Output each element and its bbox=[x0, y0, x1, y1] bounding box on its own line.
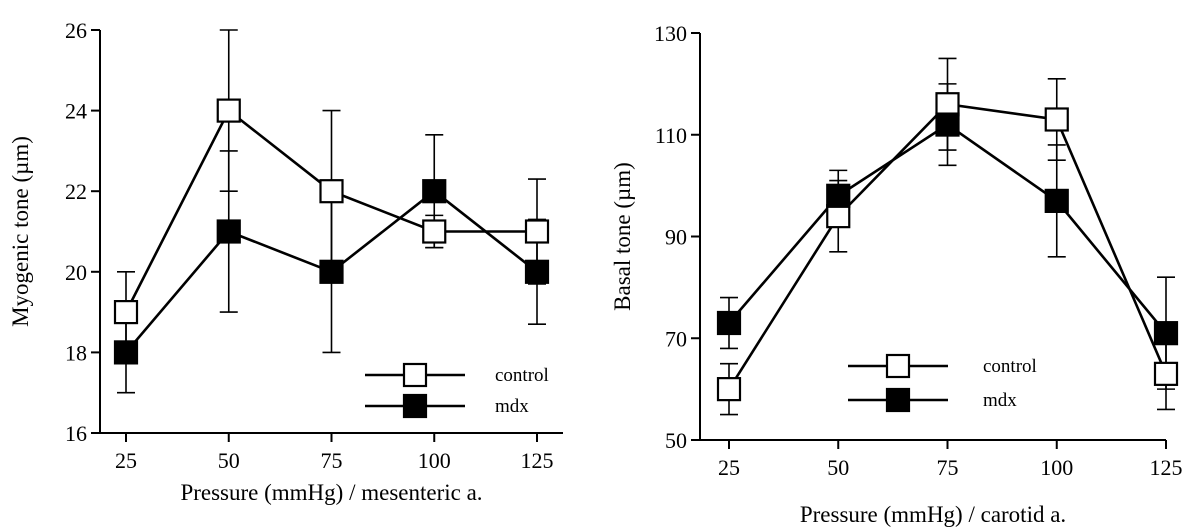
data-point-mdx bbox=[1153, 321, 1179, 346]
data-point-control bbox=[1153, 361, 1179, 386]
data-point-mdx bbox=[716, 310, 742, 336]
y-tick-label: 70 bbox=[665, 326, 687, 351]
legend-marker bbox=[402, 362, 428, 388]
legend: control mdx bbox=[848, 353, 1037, 413]
y-tick-label: 20 bbox=[65, 260, 87, 285]
y-tick-label: 26 bbox=[65, 18, 87, 43]
legend-marker bbox=[885, 353, 911, 379]
y-tick-label: 18 bbox=[65, 340, 87, 365]
legend-label: control bbox=[983, 356, 1037, 377]
data-point-control bbox=[935, 92, 960, 117]
data-point-mdx bbox=[113, 340, 139, 365]
data-point-control bbox=[1044, 107, 1069, 132]
legend-label: control bbox=[495, 365, 549, 386]
y-tick-label: 110 bbox=[655, 123, 687, 148]
y-tick-label: 50 bbox=[665, 428, 687, 453]
legend-label: mdx bbox=[495, 396, 529, 417]
y-tick-label: 22 bbox=[65, 179, 87, 204]
legend-label: mdx bbox=[983, 390, 1017, 411]
data-point-control bbox=[524, 219, 550, 244]
y-axis-title: Myogenic tone (µm) bbox=[8, 136, 33, 327]
x-axis-title: Pressure (mmHg) / carotid a. bbox=[800, 502, 1066, 527]
chart-2: 50 70 90 110 130 25 50 75 100 125 Pressure (mmHg) … bbox=[610, 21, 1183, 527]
x-tick-label: 75 bbox=[937, 455, 959, 480]
data-point-mdx bbox=[319, 259, 344, 284]
y-axis-title: Basal tone (µm) bbox=[610, 162, 635, 311]
data-point-mdx bbox=[935, 112, 960, 137]
x-tick-label: 50 bbox=[218, 448, 240, 473]
data-point-mdx bbox=[422, 179, 447, 204]
x-tick-label: 75 bbox=[321, 448, 343, 473]
x-tick-label: 50 bbox=[827, 455, 849, 480]
data-point-control bbox=[216, 98, 241, 123]
data-point-control bbox=[319, 179, 344, 204]
data-point-control bbox=[422, 219, 447, 244]
x-tick-label: 125 bbox=[521, 448, 554, 473]
x-tick-label: 25 bbox=[115, 448, 137, 473]
x-axis-title: Pressure (mmHg) / mesenteric a. bbox=[180, 480, 482, 505]
data-point-control bbox=[113, 300, 139, 325]
y-tick-label: 90 bbox=[665, 225, 687, 250]
data-point-mdx bbox=[524, 259, 550, 284]
data-point-mdx bbox=[1044, 188, 1069, 213]
x-tick-label: 125 bbox=[1150, 455, 1183, 480]
x-tick-label: 100 bbox=[418, 448, 451, 473]
chart-1: 16 18 20 22 24 26 25 50 75 100 125 Pressure (mmHg) … bbox=[8, 18, 563, 505]
legend-marker bbox=[402, 393, 428, 419]
x-tick-label: 100 bbox=[1040, 455, 1073, 480]
data-point-mdx bbox=[826, 183, 851, 208]
y-tick-label: 130 bbox=[654, 21, 687, 46]
y-tick-label: 24 bbox=[65, 99, 87, 124]
x-tick-label: 25 bbox=[718, 455, 740, 480]
data-point-control bbox=[716, 377, 742, 402]
data-point-control bbox=[826, 204, 851, 229]
data-point-mdx bbox=[216, 219, 241, 244]
y-tick-label: 16 bbox=[65, 421, 87, 446]
legend: control mdx bbox=[365, 362, 549, 419]
legend-marker bbox=[885, 387, 911, 413]
